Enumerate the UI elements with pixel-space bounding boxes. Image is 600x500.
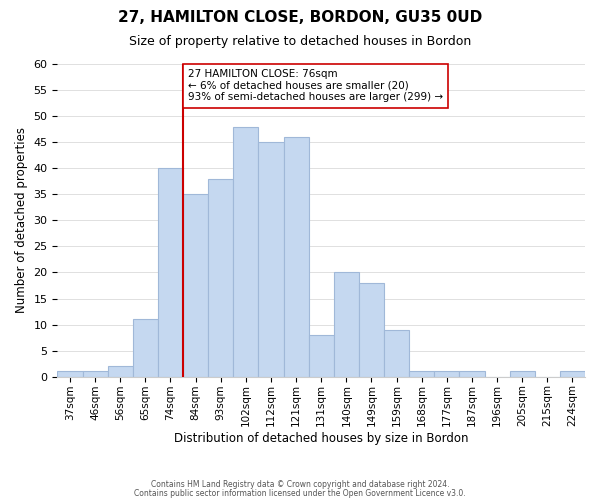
Bar <box>409 372 434 376</box>
Bar <box>384 330 409 376</box>
Text: Size of property relative to detached houses in Bordon: Size of property relative to detached ho… <box>129 35 471 48</box>
Text: 27, HAMILTON CLOSE, BORDON, GU35 0UD: 27, HAMILTON CLOSE, BORDON, GU35 0UD <box>118 10 482 25</box>
Bar <box>183 194 208 376</box>
Y-axis label: Number of detached properties: Number of detached properties <box>15 128 28 314</box>
Bar <box>359 283 384 376</box>
Bar <box>107 366 133 376</box>
Bar <box>158 168 183 376</box>
Bar <box>460 372 485 376</box>
Bar <box>434 372 460 376</box>
Bar <box>308 335 334 376</box>
Bar <box>284 137 308 376</box>
Bar <box>560 372 585 376</box>
Bar <box>58 372 83 376</box>
Text: 27 HAMILTON CLOSE: 76sqm
← 6% of detached houses are smaller (20)
93% of semi-de: 27 HAMILTON CLOSE: 76sqm ← 6% of detache… <box>188 69 443 102</box>
Bar <box>133 320 158 376</box>
Bar <box>259 142 284 376</box>
Bar <box>509 372 535 376</box>
Bar <box>334 272 359 376</box>
Bar <box>83 372 107 376</box>
Bar <box>233 126 259 376</box>
X-axis label: Distribution of detached houses by size in Bordon: Distribution of detached houses by size … <box>174 432 469 445</box>
Text: Contains HM Land Registry data © Crown copyright and database right 2024.: Contains HM Land Registry data © Crown c… <box>151 480 449 489</box>
Bar <box>208 178 233 376</box>
Text: Contains public sector information licensed under the Open Government Licence v3: Contains public sector information licen… <box>134 488 466 498</box>
